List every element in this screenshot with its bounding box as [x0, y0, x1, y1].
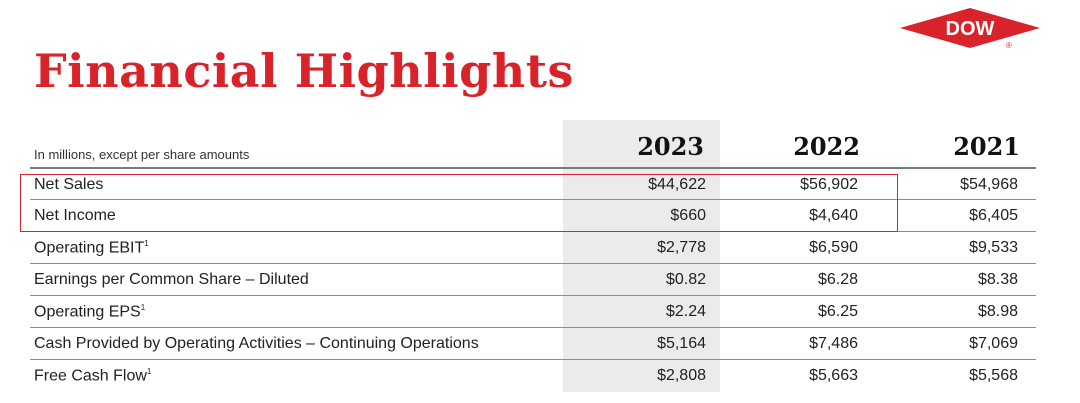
- value-2023: $660: [670, 207, 706, 224]
- row-label-text: Operating EBIT: [34, 239, 145, 257]
- value-2022: $4,640: [809, 207, 858, 224]
- table-row: Operating EBIT1 $2,778 $6,590 $9,533: [30, 231, 1036, 263]
- value-2021: $7,069: [969, 335, 1018, 352]
- table-row: Net Sales $44,622 $56,902 $54,968: [30, 167, 1036, 199]
- row-label: Free Cash Flow1: [34, 367, 151, 385]
- value-2023: $5,164: [657, 335, 706, 352]
- row-label-text: Operating EPS: [34, 303, 141, 321]
- footnote-marker: 1: [146, 367, 152, 376]
- value-2022: $5,663: [809, 367, 858, 384]
- table-row: Free Cash Flow1 $2,808 $5,663 $5,568: [30, 359, 1036, 391]
- value-2021: $54,968: [960, 176, 1018, 193]
- value-2023: $2,778: [657, 239, 706, 256]
- row-label-text: Net Sales: [34, 176, 104, 193]
- row-label: Operating EBIT1: [34, 239, 149, 257]
- footnote-marker: 1: [140, 303, 146, 312]
- row-label: Cash Provided by Operating Activities – …: [34, 335, 479, 353]
- value-2023: $0.82: [665, 271, 706, 288]
- value-2023: $2.24: [665, 303, 706, 320]
- registered-mark: ®: [1006, 41, 1012, 50]
- page-title: Financial Highlights: [34, 44, 574, 98]
- footnote-marker: 1: [144, 239, 149, 248]
- row-label: Earnings per Common Share – Diluted: [34, 271, 309, 289]
- value-2022: $6.25: [817, 303, 858, 320]
- value-2021: $5,568: [969, 367, 1018, 384]
- dow-logo: DOW ®: [900, 8, 1040, 50]
- value-2021: $9,533: [969, 239, 1018, 256]
- year-header-2023: 2023: [637, 132, 704, 161]
- row-label: Operating EPS1: [34, 303, 145, 321]
- value-2021: $8.38: [977, 271, 1018, 288]
- value-2022: $56,902: [800, 176, 858, 193]
- row-label-text: Free Cash Flow: [34, 367, 147, 385]
- logo-text: DOW: [946, 18, 995, 40]
- table-row: Cash Provided by Operating Activities – …: [30, 327, 1036, 359]
- row-label-text: Earnings per Common Share – Diluted: [34, 271, 309, 288]
- table-note: In millions, except per share amounts: [34, 147, 250, 162]
- year-header-2021: 2021: [953, 132, 1020, 161]
- value-2022: $6,590: [809, 239, 858, 256]
- table-row: Operating EPS1 $2.24 $6.25 $8.98: [30, 295, 1036, 327]
- value-2023: $44,622: [648, 176, 706, 193]
- row-label-text: Cash Provided by Operating Activities – …: [34, 335, 479, 352]
- value-2021: $6,405: [969, 207, 1018, 224]
- table-row: Net Income $660 $4,640 $6,405: [30, 199, 1036, 231]
- value-2021: $8.98: [977, 303, 1018, 320]
- highlight-column-2023: [563, 120, 720, 392]
- financial-table: Net Sales $44,622 $56,902 $54,968 Net Income…: [30, 167, 1036, 391]
- row-label: Net Income: [34, 207, 116, 225]
- table-row: Earnings per Common Share – Diluted $0.82…: [30, 263, 1036, 295]
- row-label: Net Sales: [34, 176, 103, 194]
- row-label-text: Net Income: [34, 207, 116, 224]
- value-2022: $7,486: [809, 335, 858, 352]
- year-header-2022: 2022: [793, 132, 860, 161]
- value-2023: $2,808: [657, 367, 706, 384]
- value-2022: $6.28: [817, 271, 858, 288]
